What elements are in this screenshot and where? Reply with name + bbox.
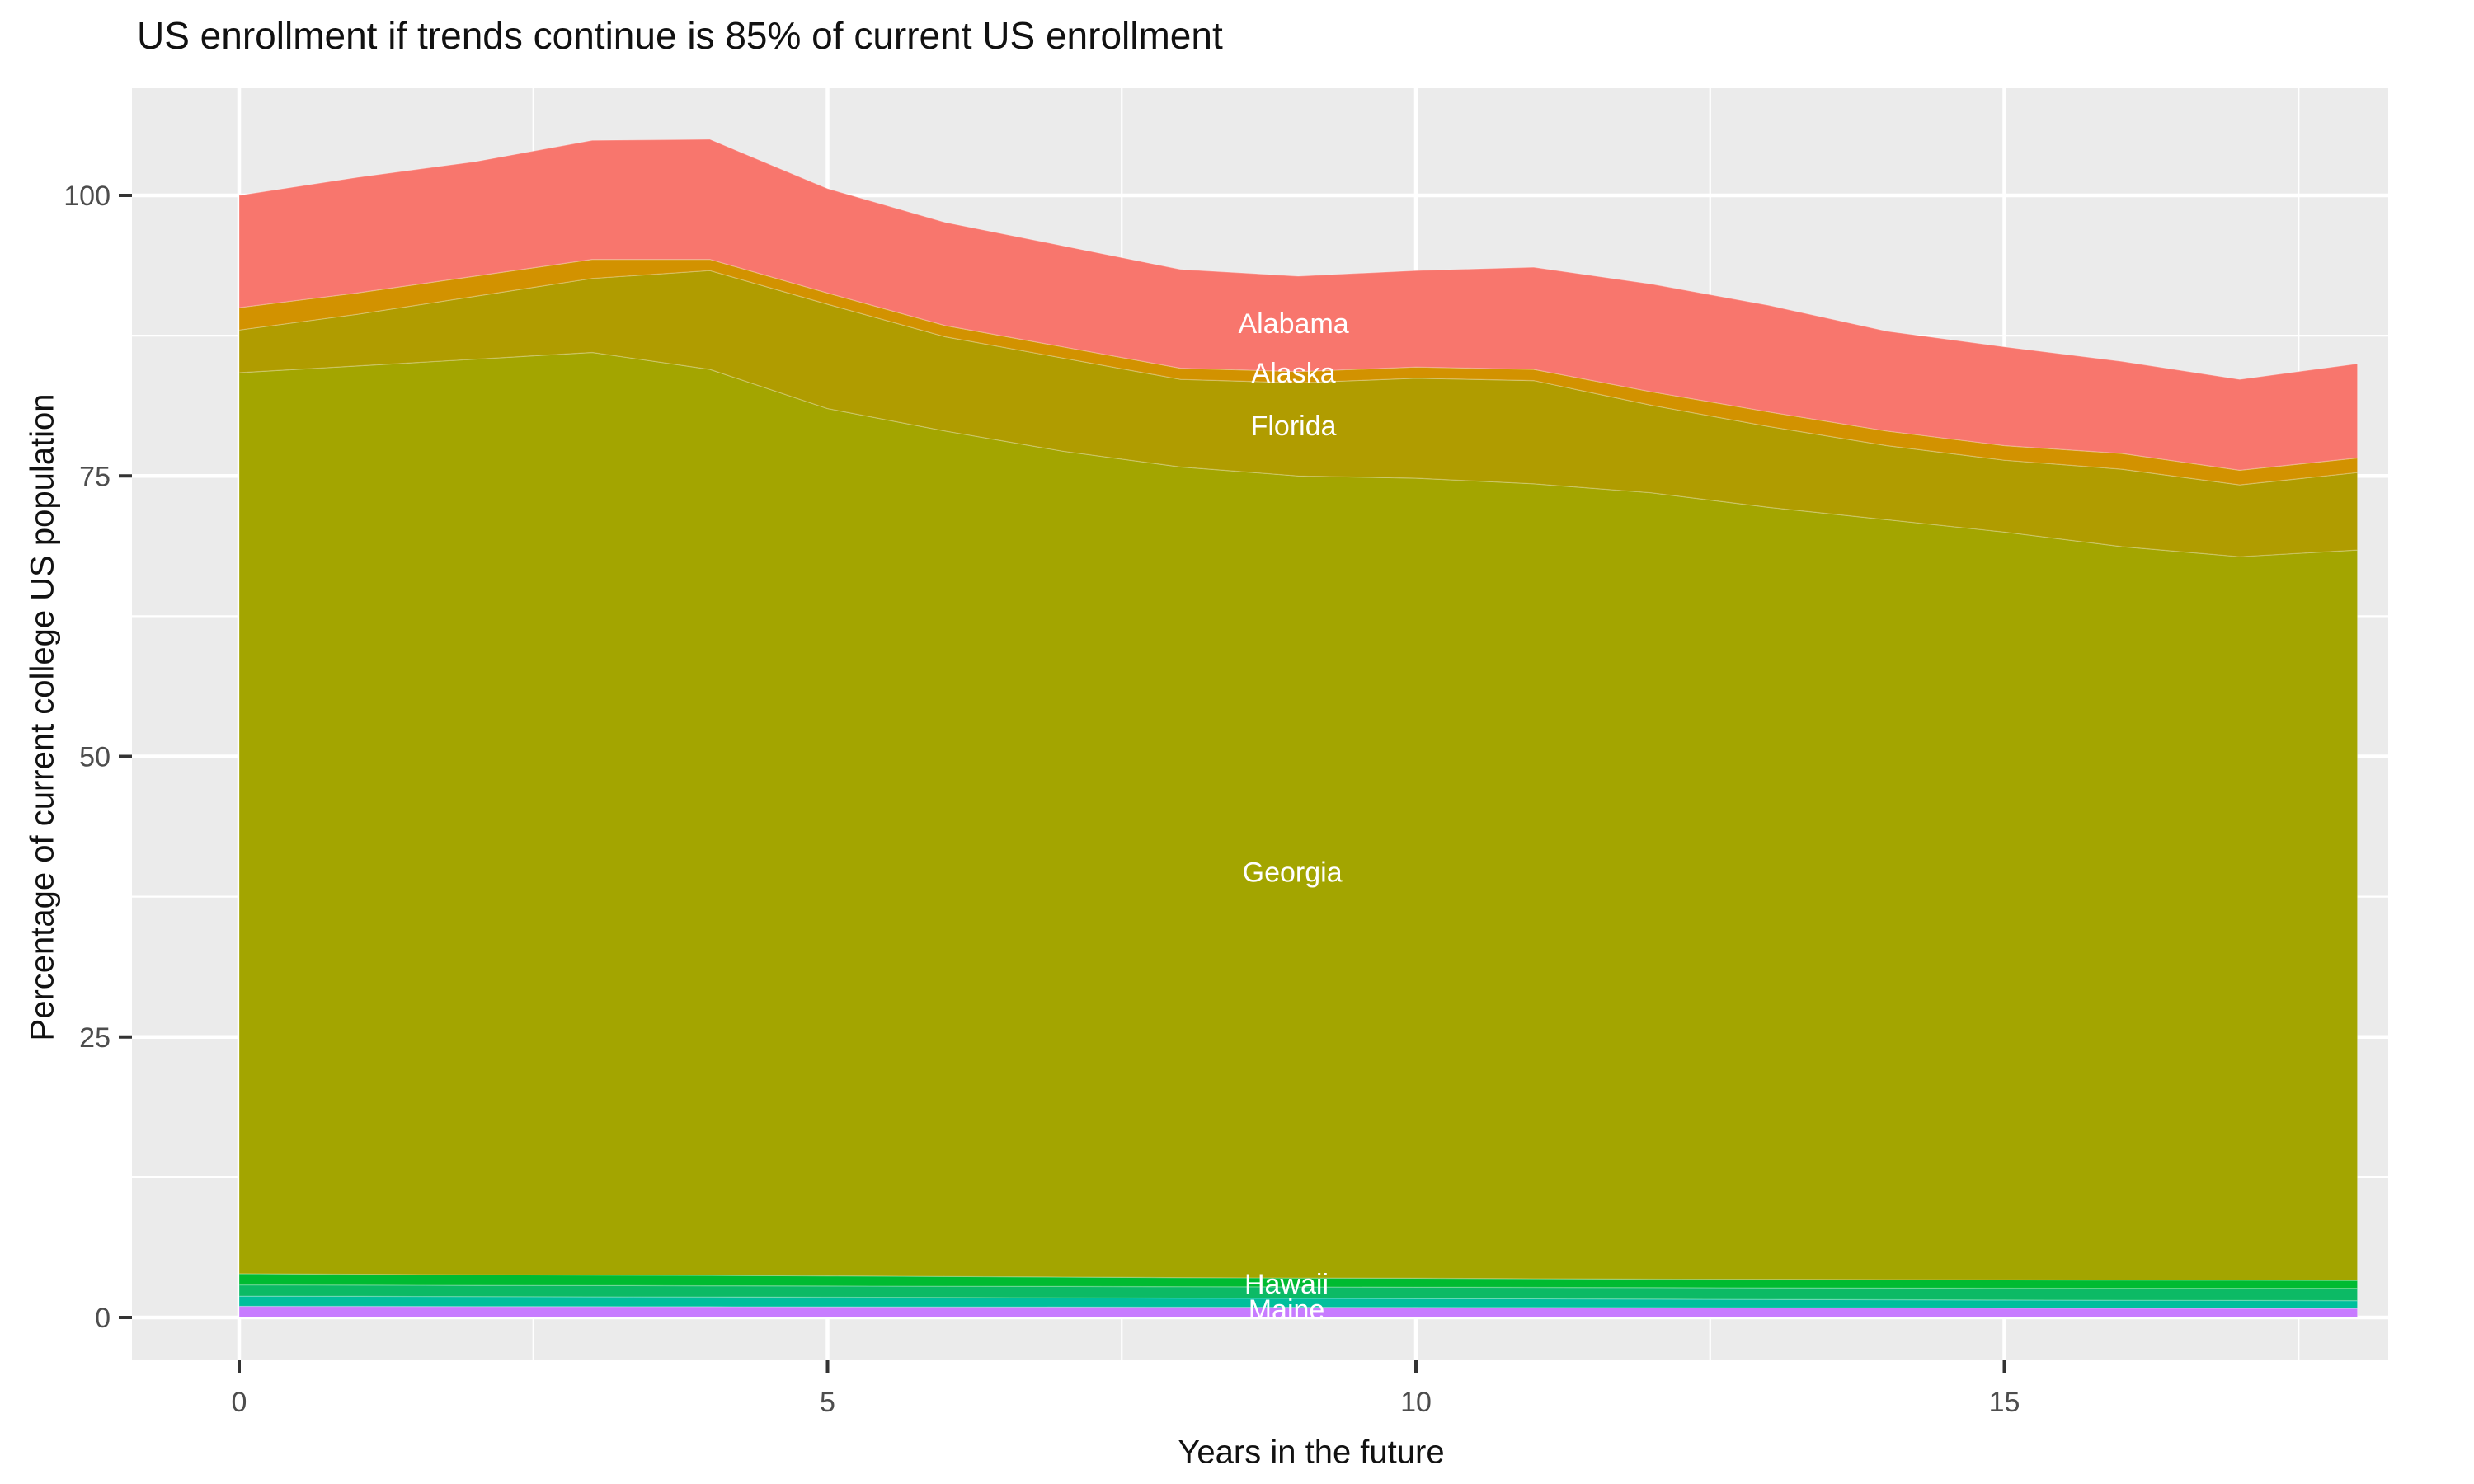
- x-tick-label-10: 10: [1400, 1387, 1432, 1418]
- area-band-1: [238, 1295, 2359, 1309]
- y-tick-label-50: 50: [79, 742, 111, 773]
- x-tick-label-0: 0: [232, 1387, 247, 1418]
- y-tick-label-25: 25: [79, 1022, 111, 1054]
- y-axis-title: Percentage of current college US populat…: [24, 393, 61, 1041]
- area-alaska: [238, 259, 2359, 486]
- annotation-maine: Maine: [1249, 1294, 1325, 1326]
- chart-title: US enrollment if trends continue is 85% …: [137, 14, 1223, 57]
- annotation-florida: Florida: [1251, 411, 1337, 442]
- annotation-alaska: Alaska: [1252, 358, 1336, 389]
- y-tick-label-0: 0: [95, 1303, 111, 1334]
- annotation-alabama: Alabama: [1238, 308, 1348, 340]
- x-axis-title: Years in the future: [1178, 1434, 1445, 1471]
- annotation-hawaii: Hawaii: [1244, 1269, 1329, 1300]
- y-tick-label-100: 100: [63, 181, 111, 212]
- area-alabama: [238, 139, 2359, 472]
- x-tick-label-5: 5: [820, 1387, 835, 1418]
- annotation-georgia: Georgia: [1243, 857, 1343, 889]
- area-florida: [238, 270, 2359, 557]
- y-tick-label-75: 75: [79, 461, 111, 492]
- x-tick-label-15: 15: [1989, 1387, 2020, 1418]
- area-georgia: [238, 351, 2359, 1281]
